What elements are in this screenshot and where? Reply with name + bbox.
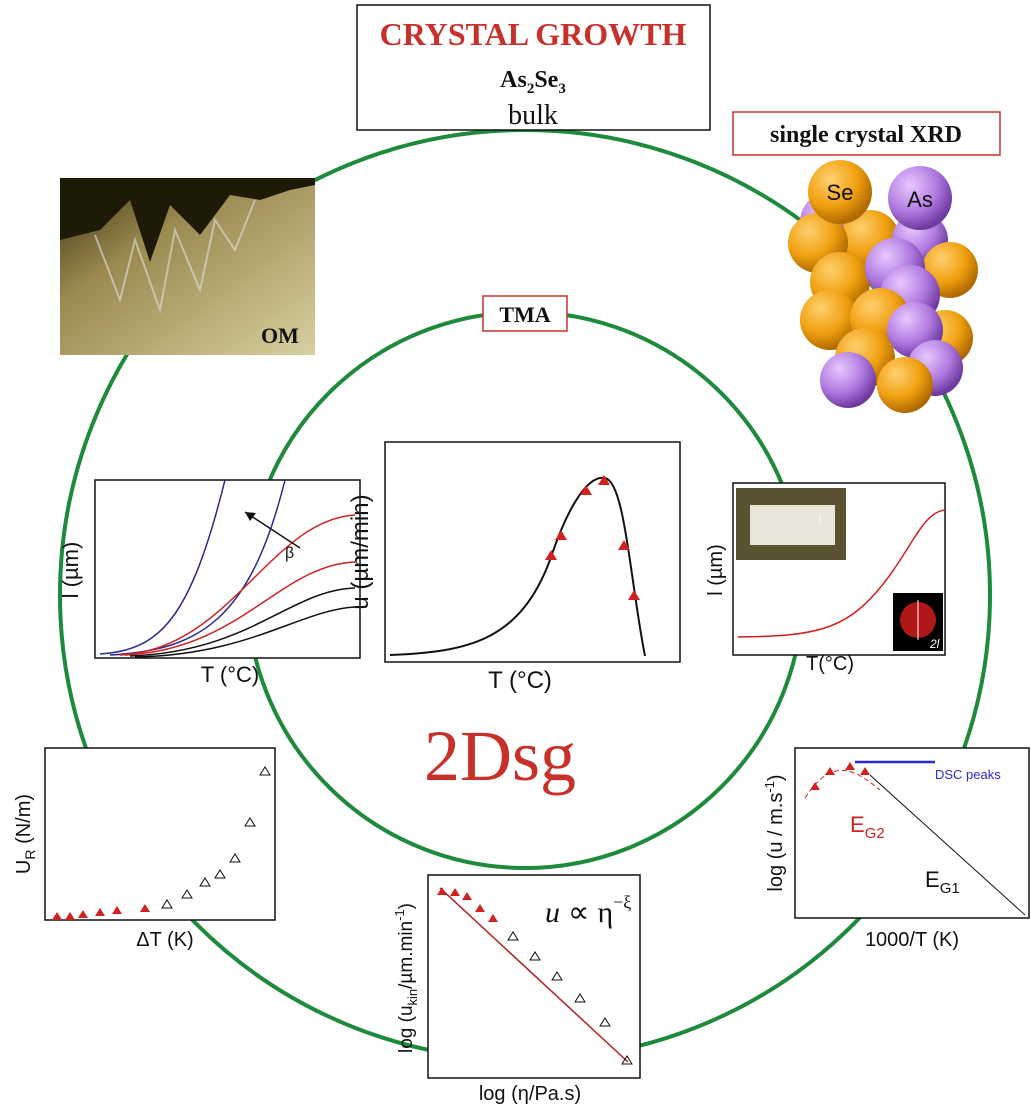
t: ) bbox=[765, 774, 787, 781]
t: ∝ bbox=[568, 896, 589, 929]
bottom-right-plot: DSC peaks EG2 EG1 log (u / m.s-1) 1000/T… bbox=[762, 748, 1029, 951]
t: G1 bbox=[940, 880, 960, 897]
center-label: 2Dsg bbox=[424, 716, 576, 796]
inset-photo bbox=[750, 505, 835, 545]
f: 2 bbox=[527, 81, 535, 97]
t: −ξ bbox=[613, 892, 631, 912]
subtitle: bulk bbox=[508, 100, 558, 131]
atom-label: Se bbox=[827, 180, 854, 205]
arrow-label: β bbox=[285, 545, 294, 562]
legend: DSC peaks bbox=[935, 767, 1001, 782]
crystal: Se As bbox=[788, 160, 978, 413]
y-label: log (ukin/µm.min-1) bbox=[392, 903, 420, 1053]
atom bbox=[820, 352, 876, 408]
left-plot: β l (µm) T (°C) bbox=[58, 480, 360, 687]
bottom-left-plot: UR (N/m) ΔT (K) bbox=[13, 748, 275, 951]
om-label: OM bbox=[261, 323, 299, 348]
middle-plot: u (µm/min) T (°C) bbox=[347, 442, 680, 694]
t: ) bbox=[396, 903, 417, 909]
t: E bbox=[850, 812, 865, 837]
diagram: CRYSTAL GROWTH As2Se3 bulk single crysta… bbox=[0, 0, 1031, 1106]
tma-label: TMA bbox=[499, 302, 550, 327]
t: log (u bbox=[396, 1005, 417, 1053]
bottom-plot: u∝η−ξ log (ukin/µm.min-1) log (η/Pa.s) bbox=[392, 875, 640, 1105]
y-label: UR (N/m) bbox=[13, 794, 38, 874]
t: R bbox=[22, 849, 38, 859]
f: 3 bbox=[558, 81, 566, 97]
t: -1 bbox=[762, 781, 777, 793]
y-label: l (µm) bbox=[58, 542, 83, 599]
axes bbox=[45, 748, 275, 920]
xrd-label: single crystal XRD bbox=[770, 122, 962, 148]
t: η bbox=[597, 896, 613, 929]
t: kin bbox=[405, 989, 420, 1006]
axes bbox=[385, 442, 680, 662]
x-label: T (°C) bbox=[201, 662, 260, 687]
inset-small: l bbox=[819, 514, 821, 525]
x-label: T(°C) bbox=[806, 653, 854, 675]
x-label: T (°C) bbox=[488, 667, 552, 694]
inset-label: 2l bbox=[929, 637, 940, 651]
t: -1 bbox=[392, 909, 407, 921]
t: /µm.min bbox=[396, 921, 417, 989]
om-photo: OM bbox=[60, 178, 315, 355]
f: Se bbox=[534, 67, 558, 93]
t: u bbox=[545, 896, 560, 929]
right-plot: l 2l l (µm) T(°C) bbox=[705, 483, 945, 675]
atom-label: As bbox=[907, 187, 933, 212]
title: CRYSTAL GROWTH bbox=[380, 16, 687, 52]
t: log (u / m.s bbox=[765, 793, 787, 892]
f: As bbox=[500, 67, 527, 93]
t: E bbox=[925, 867, 940, 892]
t: G2 bbox=[865, 825, 885, 842]
x-label: log (η/Pa.s) bbox=[479, 1083, 581, 1105]
xrd: single crystal XRD Se As bbox=[733, 112, 1000, 413]
y-label: l (µm) bbox=[705, 544, 727, 596]
title-box: CRYSTAL GROWTH As2Se3 bulk bbox=[357, 5, 710, 131]
x-label: 1000/T (K) bbox=[865, 929, 959, 951]
atom bbox=[877, 357, 933, 413]
t: (N/m) bbox=[13, 794, 35, 850]
t: U bbox=[13, 860, 35, 874]
y-label: log (u / m.s-1) bbox=[762, 774, 787, 891]
y-label: u (µm/min) bbox=[347, 494, 374, 609]
x-label: ΔT (K) bbox=[136, 929, 193, 951]
